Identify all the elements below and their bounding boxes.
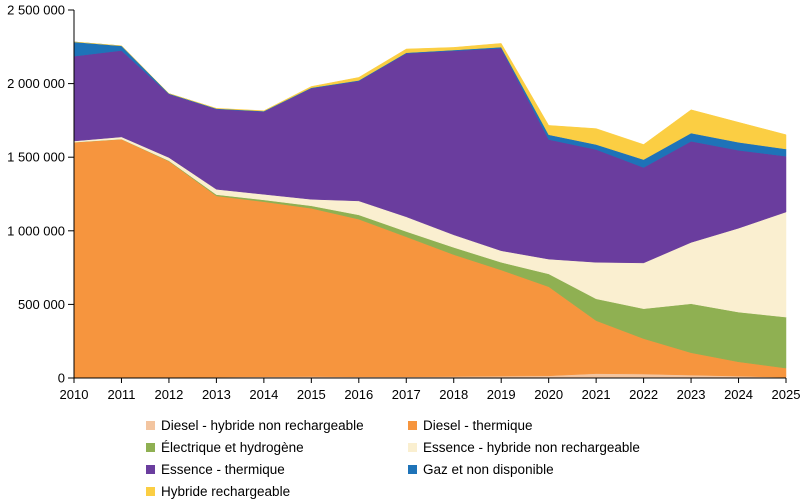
legend-label: Gaz et non disponible xyxy=(423,461,554,477)
legend-color-swatch xyxy=(146,486,155,496)
stacked-area-chart: 0 500 000 1 000 000 1 500 000 2 000 000 2 500… xyxy=(7,3,801,403)
legend-color-swatch xyxy=(408,442,417,452)
x-tick-label: 2017 xyxy=(392,387,421,402)
legend-color-swatch xyxy=(146,464,155,474)
legend-label: Diesel - hybride non rechargeable xyxy=(161,417,364,433)
x-tick-label: 2015 xyxy=(297,387,326,402)
legend-label: Essence - hybride non rechargeable xyxy=(423,439,640,455)
legend-color-swatch xyxy=(146,420,155,430)
legend-item: Diesel - hybride non rechargeable xyxy=(146,414,408,436)
y-tick-label: 2 500 000 xyxy=(7,3,65,18)
legend-color-swatch xyxy=(146,442,155,452)
legend-item: Électrique et hydrogène xyxy=(146,436,408,458)
legend-item: Essence - hybride non rechargeable xyxy=(408,436,738,458)
chart-legend: Diesel - hybride non rechargeable Diesel … xyxy=(146,414,801,502)
legend-item: Hybride rechargeable xyxy=(146,480,408,502)
x-tick-label: 2014 xyxy=(249,387,278,402)
x-tick-label: 2023 xyxy=(677,387,706,402)
x-tick-label: 2025 xyxy=(772,387,801,402)
x-tick-label: 2024 xyxy=(724,387,753,402)
legend-label: Essence - thermique xyxy=(161,461,285,477)
x-tick-label: 2021 xyxy=(582,387,611,402)
y-tick-label: 2 000 000 xyxy=(7,76,65,91)
y-tick-label: 1 500 000 xyxy=(7,150,65,165)
area-series-6 xyxy=(73,41,787,160)
x-tick-label: 2016 xyxy=(344,387,373,402)
legend-item: Diesel - thermique xyxy=(408,414,738,436)
x-tick-label: 2020 xyxy=(534,387,563,402)
legend-label: Électrique et hydrogène xyxy=(161,439,304,455)
legend-item: Essence - thermique xyxy=(146,458,408,480)
x-tick-label: 2018 xyxy=(439,387,468,402)
x-tick-label: 2011 xyxy=(107,387,135,402)
legend-label: Diesel - thermique xyxy=(423,417,533,433)
x-tick-label: 2012 xyxy=(154,387,183,402)
legend-color-swatch xyxy=(408,420,417,430)
x-tick-label: 2019 xyxy=(487,387,516,402)
legend-label: Hybride rechargeable xyxy=(161,483,291,499)
y-tick-label: 500 000 xyxy=(18,297,65,312)
x-tick-label: 2022 xyxy=(629,387,658,402)
y-tick-label: 1 000 000 xyxy=(7,223,65,238)
y-tick-label: 0 xyxy=(58,371,65,386)
x-tick-label: 2010 xyxy=(60,387,89,402)
x-tick-label: 2013 xyxy=(202,387,231,402)
legend-item: Gaz et non disponible xyxy=(408,458,738,480)
legend-color-swatch xyxy=(408,464,417,474)
